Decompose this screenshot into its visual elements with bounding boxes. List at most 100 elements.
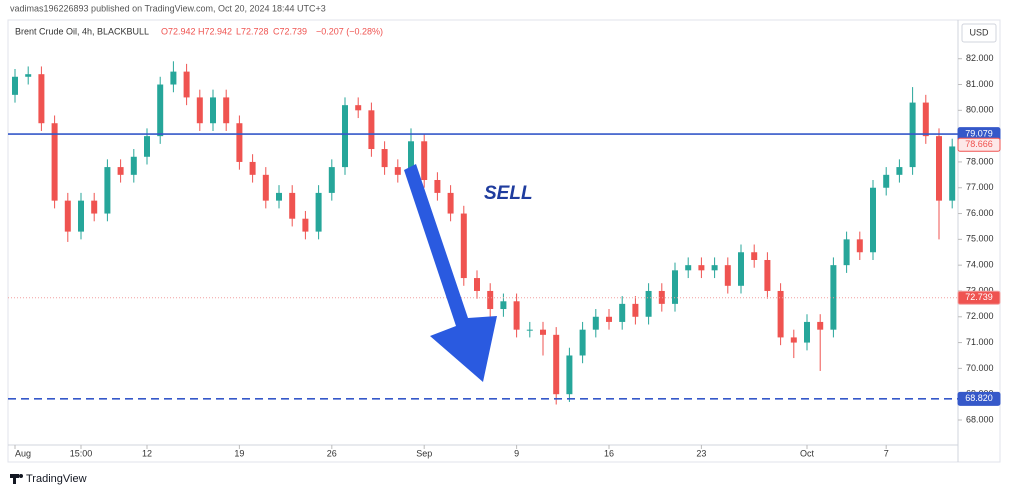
- candle-body: [698, 265, 705, 271]
- candle-body: [817, 321, 824, 330]
- candle-body: [289, 192, 296, 219]
- candle-body: [117, 167, 124, 175]
- y-tick-label: 68.000: [966, 414, 994, 424]
- legend-high: H72.942: [198, 26, 232, 36]
- candle-body: [870, 187, 876, 253]
- candle-body: [658, 290, 665, 304]
- candle-body: [738, 252, 744, 286]
- candle-body: [262, 174, 269, 201]
- candle-body: [144, 136, 150, 157]
- sell-arrow: [404, 164, 497, 382]
- candle-body: [434, 179, 441, 193]
- candle-body: [526, 329, 533, 331]
- candle-body: [540, 329, 546, 335]
- tradingview-logo: [10, 474, 23, 484]
- candle-body: [381, 149, 388, 168]
- candle-body: [328, 167, 335, 193]
- tradingview-brand: TradingView: [26, 473, 87, 485]
- candle-body: [130, 156, 137, 175]
- candle-body: [104, 167, 111, 214]
- candle-body: [685, 265, 692, 271]
- candle-body: [777, 290, 784, 338]
- x-tick-label: Sep: [416, 448, 432, 458]
- candle-body: [38, 74, 45, 124]
- candle-body: [302, 218, 309, 232]
- y-tick-label: 80.000: [966, 105, 994, 115]
- candle-body: [592, 316, 599, 330]
- candle-body: [856, 239, 863, 253]
- candle-body: [421, 141, 428, 180]
- candle-body: [500, 301, 507, 310]
- candle-body: [394, 167, 401, 175]
- x-tick-label: 19: [234, 448, 244, 458]
- x-tick-label: 7: [884, 448, 889, 458]
- candle-body: [711, 265, 718, 271]
- price-label: 79.079: [965, 128, 993, 138]
- x-tick-label: Oct: [800, 448, 815, 458]
- x-tick-label: 23: [696, 448, 706, 458]
- price-label: 72.739: [965, 292, 993, 302]
- candle-body: [724, 265, 731, 286]
- x-tick-label: 12: [142, 448, 152, 458]
- x-tick-label: 26: [327, 448, 337, 458]
- candle-body: [922, 102, 929, 137]
- candle-body: [619, 303, 626, 322]
- legend: Brent Crude Oil, 4h, BLACKBULL O72.942 H…: [15, 26, 383, 36]
- price-label-box: [957, 290, 1001, 305]
- candle-body: [315, 192, 322, 232]
- candle-body: [78, 200, 84, 232]
- currency[interactable]: USD: [969, 27, 989, 37]
- candle-body: [368, 110, 375, 150]
- candle-body: [183, 71, 190, 98]
- y-tick-label: 72.000: [966, 311, 994, 321]
- price-label-box: [957, 391, 1001, 406]
- y-tick-label: 81.000: [966, 79, 994, 89]
- publisher-header: vadimas196226893 published on TradingVie…: [10, 3, 326, 13]
- candle-body: [460, 213, 467, 279]
- price-label-box: [957, 137, 1001, 152]
- candle-body: [949, 146, 956, 201]
- candle-body: [210, 97, 216, 124]
- candle-body: [474, 278, 480, 291]
- candle-body: [645, 290, 652, 317]
- candle-body: [236, 123, 243, 162]
- x-tick-label: 16: [604, 448, 614, 458]
- candle-body: [579, 329, 586, 356]
- candle-body: [606, 316, 612, 322]
- legend-open: O72.942: [161, 26, 196, 36]
- x-tick-label: Aug: [15, 448, 31, 458]
- candle-body: [751, 252, 758, 260]
- candle-body: [355, 105, 362, 111]
- legend-symbol: Brent Crude Oil, 4h, BLACKBULL: [15, 26, 149, 36]
- candle-body: [896, 167, 903, 175]
- x-tick-label: 15:00: [70, 448, 93, 458]
- axes: 68.00069.00070.00071.00072.00073.00074.0…: [14, 53, 994, 458]
- y-tick-label: 74.000: [966, 260, 994, 270]
- y-tick-label: 77.000: [966, 182, 994, 192]
- candle-body: [408, 141, 414, 175]
- candle-body: [553, 334, 560, 395]
- candle-body: [883, 174, 890, 188]
- legend-low: L72.728: [236, 26, 269, 36]
- candle-body: [249, 161, 256, 175]
- candle-body: [196, 97, 203, 124]
- currency-box[interactable]: [961, 23, 997, 43]
- candle-body: [64, 200, 71, 232]
- legend-close: C72.739: [273, 26, 307, 36]
- candle-body: [447, 192, 454, 214]
- candle-body: [804, 321, 810, 343]
- candle-body: [91, 200, 98, 214]
- candle-body: [843, 239, 850, 266]
- x-tick-label: 9: [514, 448, 519, 458]
- candle-body: [276, 192, 282, 201]
- y-tick-label: 70.000: [966, 363, 994, 373]
- price-label: 68.820: [965, 393, 993, 403]
- y-tick-label: 78.000: [966, 156, 994, 166]
- candle-body: [672, 270, 678, 304]
- legend-change: −0.207 (−0.28%): [316, 26, 383, 36]
- candle-body: [25, 74, 32, 77]
- y-tick-label: 82.000: [966, 53, 994, 63]
- y-tick-label: 73.000: [966, 285, 994, 295]
